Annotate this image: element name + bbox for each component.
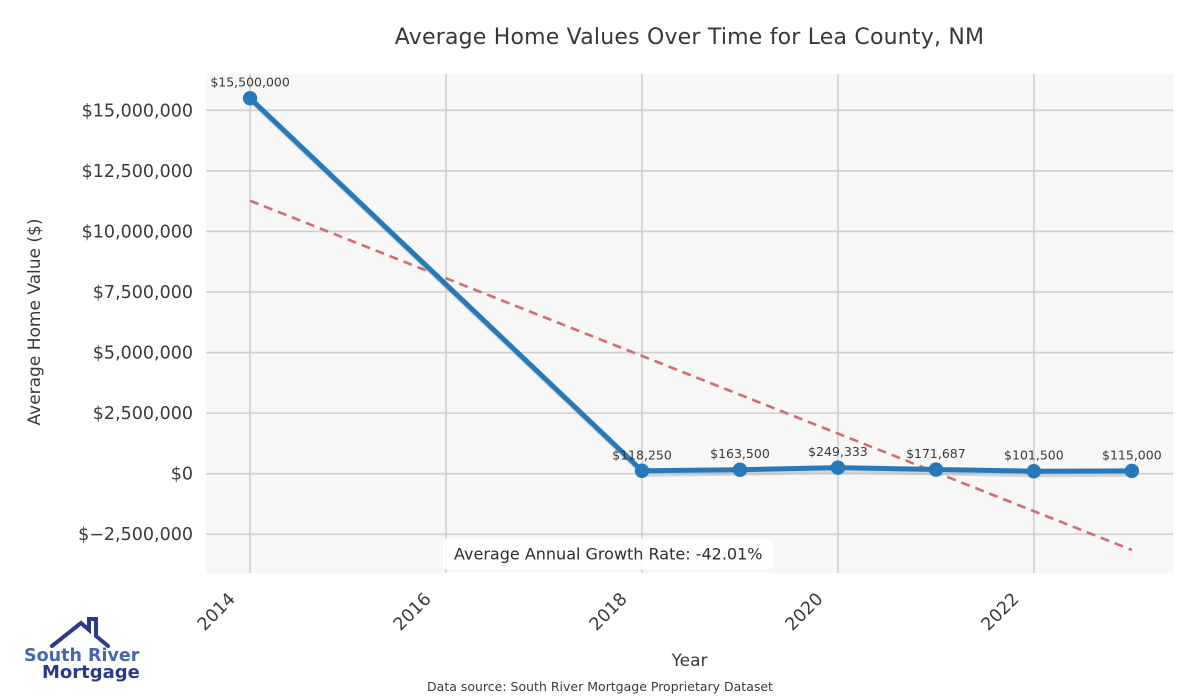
y-tick-label: $10,000,000 [82, 222, 193, 242]
data-point-label: $118,250 [612, 447, 672, 462]
data-point [242, 91, 258, 106]
data-point-label: $101,500 [1004, 448, 1064, 463]
data-point [1124, 463, 1140, 479]
data-point-label: $163,500 [710, 446, 770, 461]
data-point [830, 460, 846, 475]
x-tick-label: 2022 [978, 589, 1024, 635]
data-point [1026, 464, 1042, 479]
x-tick-label: 2018 [586, 589, 632, 635]
plot-area [206, 74, 1173, 573]
y-tick-label: $0 [171, 465, 193, 485]
data-point-label: $171,687 [906, 446, 966, 461]
data-point-label: $249,333 [808, 444, 868, 459]
x-tick-label: 2014 [194, 589, 240, 635]
x-axis-title: Year [671, 651, 708, 671]
data-point [732, 462, 748, 477]
y-tick-label: $15,000,000 [82, 101, 193, 121]
x-tick-label: 2016 [390, 589, 436, 635]
chart-title: Average Home Values Over Time for Lea Co… [394, 25, 985, 50]
y-tick-label: $7,500,000 [93, 283, 193, 303]
logo-text-mortgage: Mortgage [42, 662, 140, 683]
trend-line [249, 199, 1133, 552]
y-tick-label: $2,500,000 [93, 404, 193, 424]
house-roof-icon [50, 617, 110, 648]
data-point-label: $115,000 [1102, 447, 1162, 462]
y-tick-label: $5,000,000 [93, 344, 193, 364]
data-source-note: Data source: South River Mortgage Propri… [427, 679, 773, 694]
south-river-mortgage-logo: South River Mortgage [24, 617, 140, 683]
y-tick-label: $12,500,000 [82, 162, 193, 182]
data-point [634, 463, 650, 479]
data-point-label: $15,500,000 [210, 75, 290, 90]
x-tick-label: 2020 [782, 589, 828, 635]
logo-text-south-river: South River [24, 646, 140, 666]
data-point [928, 462, 944, 477]
y-tick-label: $−2,500,000 [78, 525, 193, 545]
growth-rate-annotation: Average Annual Growth Rate: -42.01% [443, 538, 774, 570]
